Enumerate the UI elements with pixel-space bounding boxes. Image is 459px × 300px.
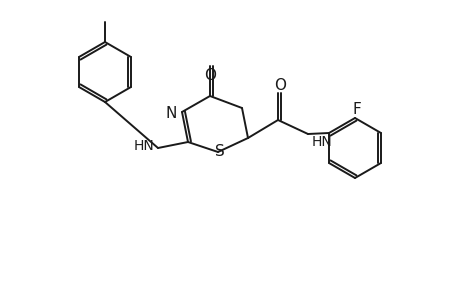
Text: O: O xyxy=(203,68,216,82)
Text: N: N xyxy=(165,106,177,122)
Text: O: O xyxy=(274,77,285,92)
Text: HN: HN xyxy=(133,139,154,153)
Text: HN: HN xyxy=(311,135,332,149)
Text: F: F xyxy=(352,103,361,118)
Text: S: S xyxy=(215,143,224,158)
